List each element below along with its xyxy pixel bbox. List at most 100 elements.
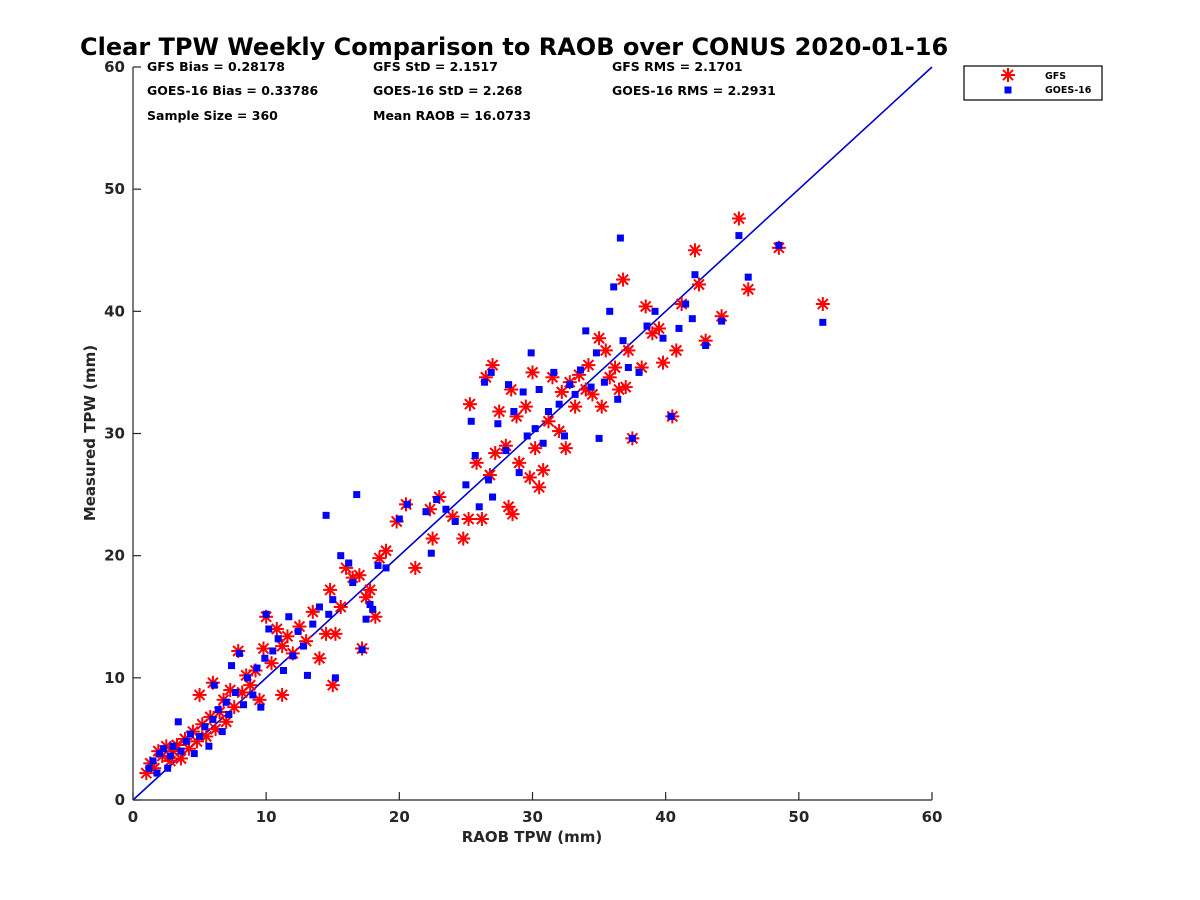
goes16-point (675, 324, 683, 332)
gfs-point (305, 604, 320, 619)
gfs-point (532, 480, 547, 495)
goes16-point (337, 552, 345, 560)
gfs-point (425, 531, 440, 546)
legend-goes16-square (1004, 86, 1012, 94)
gfs-point (554, 384, 569, 399)
goes16-point (374, 561, 382, 569)
goes16-point (145, 764, 153, 772)
stat-goes-rms: GOES-16 RMS = 2.2931 (612, 83, 776, 98)
goes16-point (299, 642, 307, 650)
gfs-point (638, 299, 653, 314)
y-tick-label: 0 (115, 791, 125, 809)
goes16-point (149, 757, 157, 765)
gfs-point (319, 626, 334, 641)
gfs-point (408, 560, 423, 575)
stat-sample-size: Sample Size = 360 (147, 108, 278, 123)
goes16-point (274, 635, 282, 643)
goes16-point (285, 613, 293, 621)
gfs-point (568, 399, 583, 414)
goes16-point (269, 647, 277, 655)
goes16-point (369, 605, 377, 613)
goes16-point (571, 390, 579, 398)
goes16-point (353, 491, 361, 499)
goes16-point (232, 688, 240, 696)
legend-goes-marker (1004, 86, 1012, 94)
y-axis-label: Measured TPW (mm) (81, 345, 99, 521)
goes16-point (467, 417, 475, 425)
gfs-point (323, 582, 338, 597)
gfs-point (456, 531, 471, 546)
goes16-point (600, 378, 608, 386)
goes16-point (451, 517, 459, 525)
y-tick-label: 60 (104, 58, 125, 76)
goes16-point (718, 317, 726, 325)
gfs-point (227, 700, 242, 715)
gfs-point (608, 360, 623, 375)
goes16-point (315, 603, 323, 611)
goes16-point (566, 381, 574, 389)
goes16-point (153, 769, 161, 777)
goes16-point (682, 300, 690, 308)
gfs-point (528, 441, 543, 456)
goes16-point (214, 706, 222, 714)
goes16-point (218, 728, 226, 736)
gfs-point (333, 599, 348, 614)
goes16-point (471, 451, 479, 459)
goes16-point (403, 500, 411, 508)
goes16-point (502, 447, 510, 455)
goes16-point (494, 420, 502, 428)
goes16-point (519, 388, 527, 396)
series-goes-16 (145, 232, 827, 777)
x-tick-label: 60 (922, 808, 943, 826)
goes16-point (510, 408, 518, 416)
goes16-point (225, 710, 233, 718)
x-tick-label: 0 (128, 808, 138, 826)
gfs-point (275, 687, 290, 702)
one-to-one-line (132, 66, 933, 801)
gfs-point (687, 243, 702, 258)
stat-goes-bias: GOES-16 Bias = 0.33786 (147, 83, 318, 98)
goes16-point (643, 322, 651, 330)
gfs-point (328, 626, 343, 641)
goes16-point (349, 579, 357, 587)
gfs-point (461, 512, 476, 527)
x-tick-label: 20 (389, 808, 410, 826)
goes16-point (505, 381, 513, 389)
stat-goes-std: GOES-16 StD = 2.268 (373, 83, 522, 98)
legend-box (963, 65, 1103, 101)
gfs-point (598, 343, 613, 358)
goes16-point (735, 232, 743, 240)
gfs-point (581, 358, 596, 373)
goes16-point (262, 610, 270, 618)
gfs-point (256, 641, 271, 656)
stat-gfs-rms: GFS RMS = 2.1701 (612, 59, 743, 74)
gfs-point (731, 211, 746, 226)
gfs-point (536, 463, 551, 478)
legend: GFS GOES-16 (963, 65, 1103, 101)
y-tick-label: 20 (104, 547, 125, 565)
goes16-point (196, 732, 204, 740)
goes16-point (651, 307, 659, 315)
goes16-point (209, 715, 217, 723)
goes16-point (744, 273, 752, 281)
goes16-point (628, 434, 636, 442)
goes16-point (587, 383, 595, 391)
series-gfs (139, 211, 830, 781)
goes16-point (576, 366, 584, 374)
legend-gfs-marker (1001, 68, 1015, 82)
y-tick-label: 10 (104, 669, 125, 687)
gfs-point (815, 297, 830, 312)
goes16-point (177, 747, 185, 755)
gfs-point (325, 678, 340, 693)
gfs-point (621, 343, 636, 358)
x-tick-label: 10 (256, 808, 277, 826)
goes16-point (169, 742, 177, 750)
goes16-point (329, 596, 337, 604)
goes16-point (422, 508, 430, 516)
goes16-point (535, 386, 543, 394)
gfs-point (269, 621, 284, 636)
goes16-point (582, 327, 590, 335)
goes16-point (395, 515, 403, 523)
goes16-point (289, 652, 297, 660)
goes16-point (201, 723, 209, 731)
